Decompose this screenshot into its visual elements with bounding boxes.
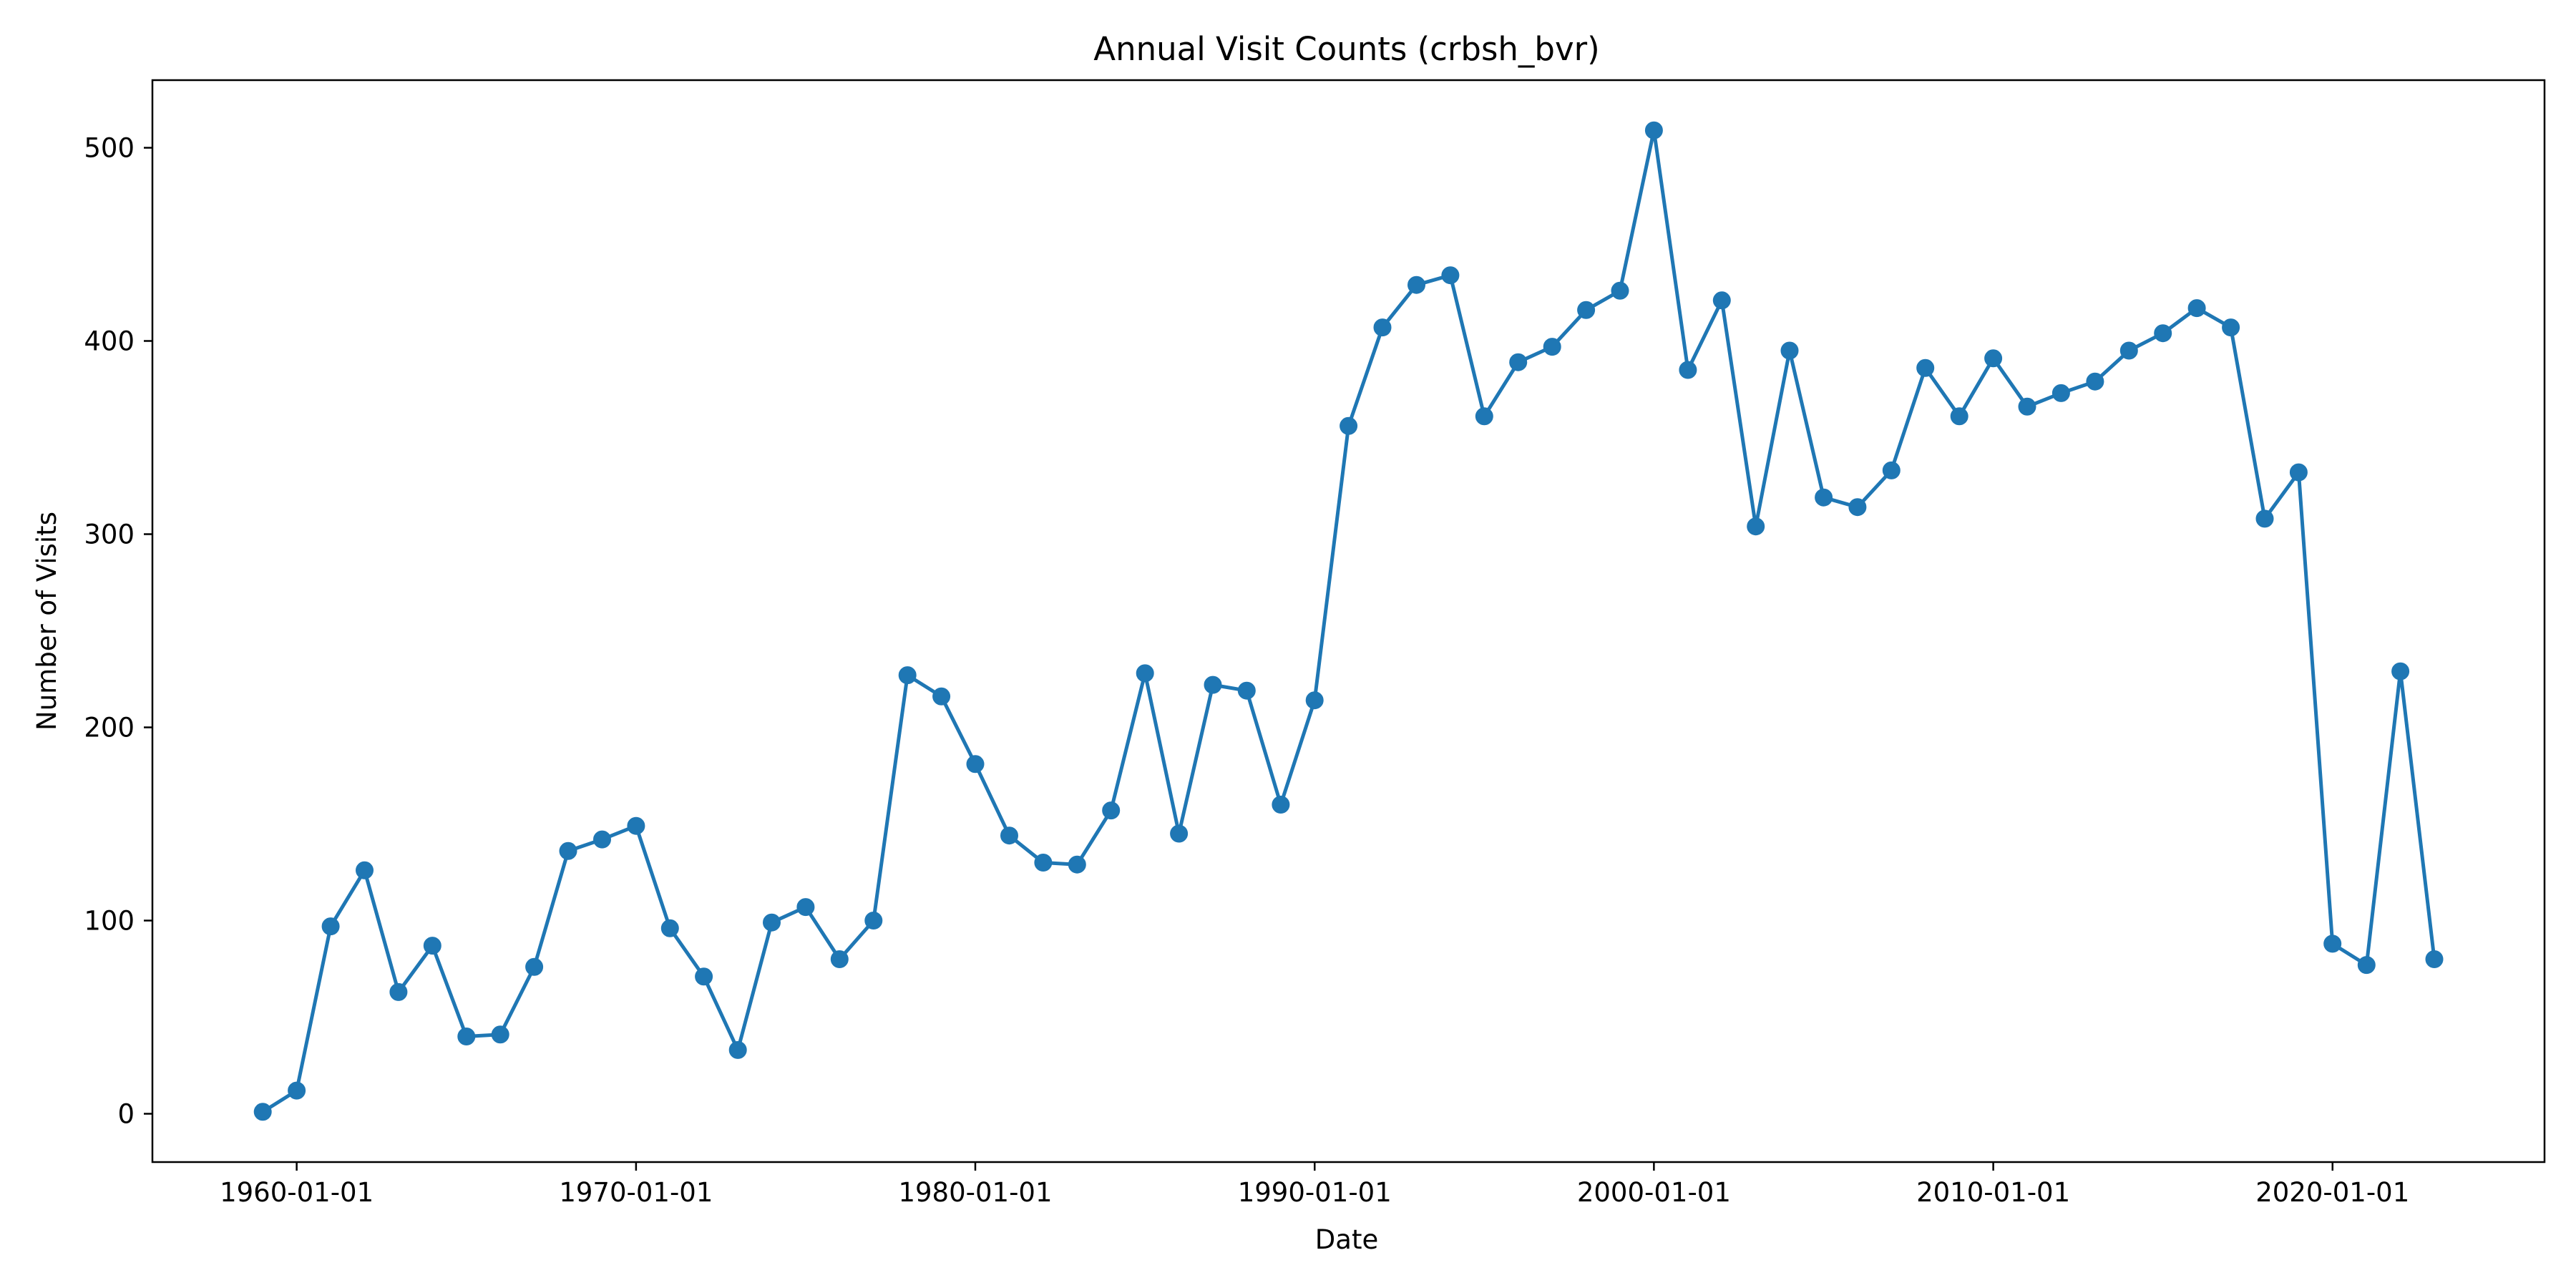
y-tick-label: 0: [117, 1099, 135, 1130]
data-point: [2222, 318, 2240, 337]
x-axis-label: Date: [1315, 1224, 1378, 1255]
data-point: [288, 1081, 306, 1100]
data-point: [2086, 372, 2104, 391]
data-point: [2187, 299, 2206, 318]
data-point: [1441, 266, 1460, 285]
data-point: [1509, 353, 1528, 371]
data-point: [1644, 121, 1663, 140]
data-point: [1237, 681, 1256, 700]
data-point: [1068, 855, 1086, 874]
data-point: [423, 937, 441, 955]
data-point: [1373, 318, 1392, 337]
data-point: [389, 982, 408, 1001]
data-point: [898, 666, 917, 685]
y-axis: 0 100 200 300 400 500: [84, 133, 152, 1130]
data-point: [1679, 361, 1697, 379]
data-point: [796, 898, 815, 917]
y-axis-label: Number of Visits: [31, 512, 62, 731]
plot-frame: [151, 79, 2546, 1163]
data-point: [1848, 498, 1867, 517]
data-point: [627, 816, 645, 835]
data-point: [864, 912, 883, 930]
x-tick-label: 1980-01-01: [898, 1177, 1052, 1208]
data-point: [1204, 675, 1222, 694]
data-point: [1712, 291, 1731, 310]
data-point: [1747, 517, 1765, 536]
data-point: [2255, 509, 2274, 528]
data-point: [2357, 956, 2376, 975]
data-point: [830, 950, 849, 968]
data-point: [1340, 416, 1358, 435]
data-point: [2051, 384, 2070, 402]
data-point: [1000, 826, 1018, 845]
data-point: [763, 913, 781, 932]
data-point: [1611, 281, 1629, 300]
data-point: [491, 1025, 509, 1044]
data-point: [2425, 950, 2444, 968]
data-point: [1475, 407, 1493, 426]
x-tick-label: 2020-01-01: [2255, 1177, 2409, 1208]
y-tick-label: 200: [84, 713, 135, 743]
data-point: [2289, 463, 2308, 482]
x-tick-label: 1990-01-01: [1238, 1177, 1392, 1208]
y-tick-label: 300: [84, 519, 135, 550]
data-point: [660, 919, 679, 937]
data-point: [728, 1040, 747, 1059]
data-point: [253, 1103, 272, 1121]
plot-area: [253, 121, 2444, 1121]
data-point: [525, 957, 544, 976]
data-point: [1034, 854, 1053, 872]
data-point: [2391, 662, 2410, 680]
data-point: [2154, 324, 2172, 343]
x-axis: 1960-01-01 1970-01-01 1980-01-01 1990-01-01…: [220, 1162, 2409, 1208]
data-point: [1407, 275, 1425, 294]
y-tick-label: 100: [84, 906, 135, 937]
data-point: [321, 917, 340, 936]
y-tick-label: 400: [84, 326, 135, 357]
x-tick-label: 2010-01-01: [1916, 1177, 2070, 1208]
data-point: [1577, 301, 1596, 319]
data-point: [1916, 358, 1935, 377]
data-point: [1170, 824, 1189, 843]
data-point: [2323, 935, 2342, 953]
data-point: [1984, 349, 2003, 368]
data-point: [695, 967, 713, 986]
data-point: [2018, 397, 2036, 416]
data-point: [2119, 341, 2138, 360]
chart-title: Annual Visit Counts (crbsh_bvr): [1093, 30, 1599, 68]
data-point: [1305, 691, 1324, 710]
data-point: [356, 861, 374, 879]
data-point: [1102, 801, 1121, 820]
data-point: [1136, 664, 1154, 683]
x-tick-label: 1970-01-01: [559, 1177, 713, 1208]
data-point: [1272, 796, 1290, 814]
data-point: [1950, 407, 1968, 426]
data-point: [559, 841, 577, 860]
data-point: [1543, 338, 1561, 356]
data-point: [1815, 488, 1833, 507]
data-point: [457, 1028, 476, 1045]
data-point: [1780, 341, 1799, 360]
data-point: [1882, 461, 1901, 479]
x-tick-label: 1960-01-01: [220, 1177, 374, 1208]
y-tick-label: 500: [84, 133, 135, 164]
data-point: [966, 755, 985, 774]
x-tick-label: 2000-01-01: [1577, 1177, 1731, 1208]
data-point: [932, 687, 951, 706]
data-point: [593, 830, 611, 849]
